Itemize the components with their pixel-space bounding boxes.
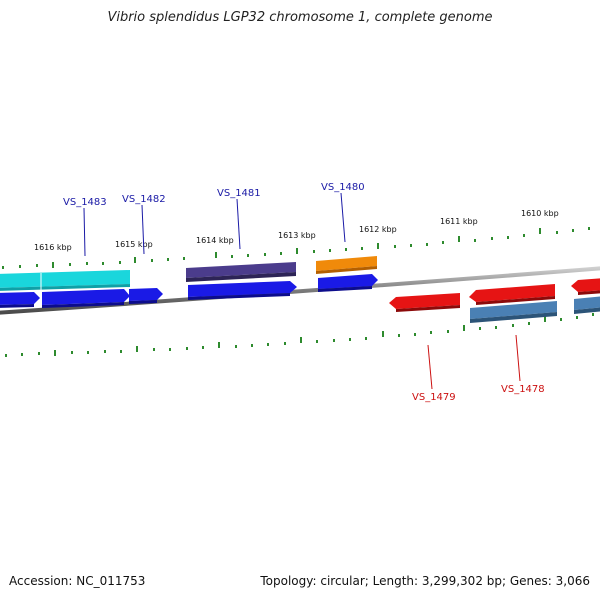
orange-gene[interactable] [316,256,377,274]
gene-label-vs-1480[interactable]: VS_1480 [321,182,365,193]
outer-tick-marks [2,227,590,269]
reverse-label-leaders [427,334,521,390]
tick-label-1612: 1612 kbp [359,225,397,234]
accession-text: Accession: NC_011753 [9,574,146,588]
gene-label-vs-1479[interactable]: VS_1479 [412,392,456,403]
purple-gene[interactable] [186,262,296,282]
genome-backbone [0,266,600,315]
tick-label-1616: 1616 kbp [34,243,72,252]
red-gene[interactable] [389,293,460,312]
steelblue-gene[interactable] [470,301,557,323]
red-gene[interactable] [469,284,555,305]
tick-label-1611: 1611 kbp [440,217,478,226]
gene-label-vs-1482[interactable]: VS_1482 [122,194,166,205]
blue-gene[interactable] [318,274,378,292]
tick-label-1610: 1610 kbp [521,209,559,218]
forward-label-leaders [83,192,346,257]
gene-label-vs-1478[interactable]: VS_1478 [501,384,545,395]
cyan-gene-block[interactable] [0,270,130,291]
inner-tick-marks [5,313,594,357]
blue-gene[interactable] [42,289,130,308]
tick-label-1613: 1613 kbp [278,231,316,240]
blue-gene[interactable] [188,281,297,300]
blue-gene[interactable] [129,288,163,304]
gene-label-vs-1481[interactable]: VS_1481 [217,188,261,199]
red-gene[interactable] [571,278,600,295]
tick-label-1614: 1614 kbp [196,236,234,245]
gene-label-vs-1483[interactable]: VS_1483 [63,197,107,208]
genome-summary-text: Topology: circular; Length: 3,299,302 bp… [260,574,590,588]
steelblue-gene[interactable] [574,296,600,314]
tick-label-1615: 1615 kbp [115,240,153,249]
blue-gene[interactable] [0,292,40,308]
map-title: Vibrio splendidus LGP32 chromosome 1, co… [107,10,493,25]
